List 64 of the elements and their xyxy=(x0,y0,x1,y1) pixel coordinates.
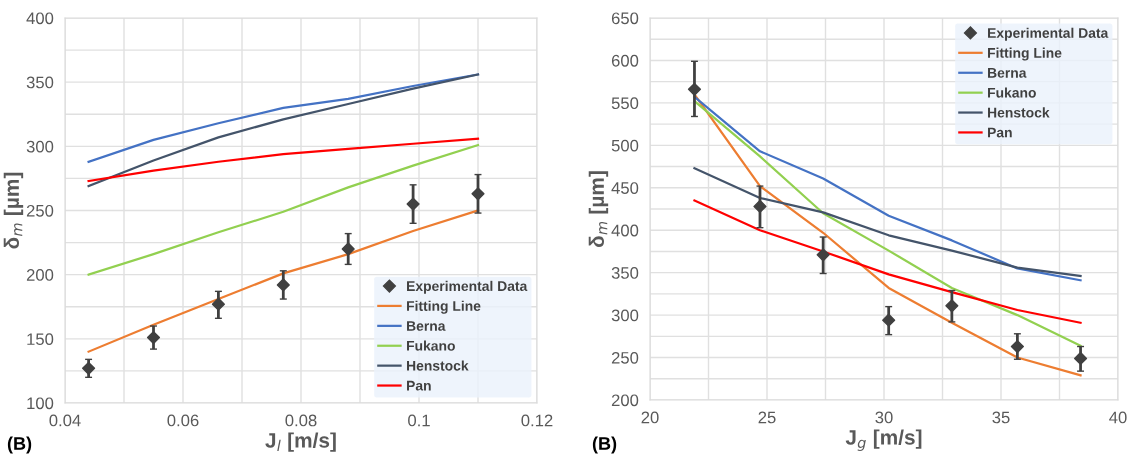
legend-label: Henstock xyxy=(988,107,1050,118)
x-tick-label: 0.1 xyxy=(408,414,430,427)
legend-label: Experimental Data xyxy=(407,280,528,294)
y-tick-label: 400 xyxy=(611,224,639,237)
y-tick-label: 250 xyxy=(26,204,54,217)
x-axis-title: J$_{l}$ [m/s] xyxy=(265,432,336,452)
legend-label: Fitting Line xyxy=(407,300,481,314)
point xyxy=(471,187,485,201)
y-tick-label: 350 xyxy=(26,76,54,89)
point xyxy=(82,361,96,375)
x-tick-label: 40 xyxy=(1109,411,1127,424)
legend-label: Fukano xyxy=(988,87,1036,98)
line-series xyxy=(87,143,480,276)
y-tick-label: 250 xyxy=(611,351,639,364)
point xyxy=(753,199,767,214)
text: (B) xyxy=(592,436,617,454)
x-tick-label: 0.12 xyxy=(521,414,553,427)
point xyxy=(406,197,420,211)
point xyxy=(882,313,896,327)
point xyxy=(687,82,702,96)
y-tick-label: 300 xyxy=(611,309,639,322)
point xyxy=(1010,339,1024,354)
line-series xyxy=(693,199,1082,324)
y-tick-label: 600 xyxy=(611,54,639,67)
x-tick-label: 30 xyxy=(875,411,893,424)
y-axis-title: δ$_{m}$ [µm] xyxy=(3,172,24,249)
point xyxy=(341,242,355,256)
y-tick-label: 500 xyxy=(611,139,639,152)
point xyxy=(276,278,290,292)
y-tick-label: 550 xyxy=(611,97,639,110)
text: (B) xyxy=(7,436,32,454)
y-tick-label: 150 xyxy=(27,333,54,346)
legend-label: Pan xyxy=(407,380,431,391)
point xyxy=(1073,351,1088,365)
point xyxy=(945,299,959,313)
y-tick-label: 200 xyxy=(26,269,54,281)
x-tick-label: 0.04 xyxy=(49,414,81,427)
y-tick-label: 650 xyxy=(611,12,639,25)
legend-label: Henstock xyxy=(407,360,469,371)
x-axis-title: J$_{g}$ [m/s] xyxy=(845,429,922,451)
line-series xyxy=(87,73,480,188)
line-series xyxy=(693,167,1082,278)
x-tick-label: 35 xyxy=(992,411,1010,424)
y-tick-label: 400 xyxy=(26,12,54,25)
y-tick-label: 200 xyxy=(611,394,639,407)
y-tick-label: 450 xyxy=(611,182,639,194)
legend-label: Experimental Data xyxy=(988,27,1109,41)
x-tick-label: 0.06 xyxy=(167,414,199,427)
y-tick-label: 300 xyxy=(26,140,54,153)
x-tick-label: 20 xyxy=(641,411,659,424)
y-tick-label: 100 xyxy=(27,397,54,410)
x-tick-label: 25 xyxy=(758,411,776,424)
line-series xyxy=(87,137,480,183)
point xyxy=(816,248,830,262)
legend-label: Berna xyxy=(407,321,446,331)
x-tick-label: 0.08 xyxy=(285,414,317,427)
legend-label: Fukano xyxy=(407,340,455,351)
legend-label: Berna xyxy=(988,68,1027,78)
point xyxy=(146,330,161,345)
y-tick-label: 350 xyxy=(611,267,639,279)
point xyxy=(211,297,225,311)
legend-label: Fitting Line xyxy=(988,47,1062,61)
legend-label: Pan xyxy=(988,127,1012,138)
y-axis-title: δ$_{m}$ [µm] xyxy=(588,171,609,248)
